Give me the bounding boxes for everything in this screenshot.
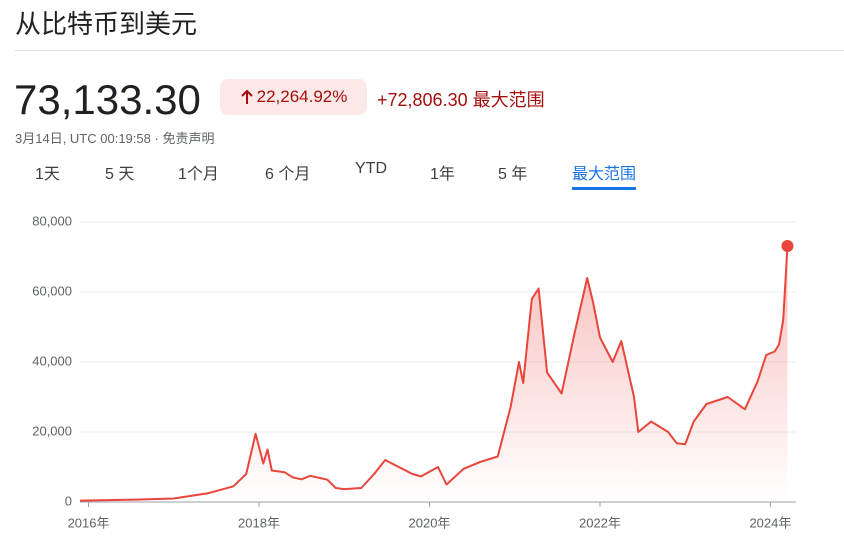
tab[interactable]: 5 年 xyxy=(498,166,528,183)
tab[interactable]: 1个月 xyxy=(178,166,219,183)
x-tick-label: 2020年 xyxy=(409,515,451,530)
tab[interactable]: YTD xyxy=(355,160,387,177)
area xyxy=(80,246,788,502)
line xyxy=(79,245,789,502)
x-tick-label: 2024年 xyxy=(749,515,791,530)
last-point xyxy=(781,240,794,253)
change-badge: 22,264.92% xyxy=(220,79,367,115)
y-tick-label: 40,000 xyxy=(32,353,72,368)
y-tick-label: 0 xyxy=(65,493,72,508)
tab[interactable]: 5 天 xyxy=(105,166,135,183)
tab[interactable]: 6 个月 xyxy=(265,166,311,183)
timestamp: 3月14日, UTC 00:19:58 xyxy=(15,131,151,146)
x-tick-label: 2022年 xyxy=(579,515,621,530)
x-tick-label: 2018年 xyxy=(238,515,280,530)
tab[interactable]: 1天 xyxy=(35,166,60,183)
period: 最大范围 xyxy=(472,90,545,110)
tab[interactable]: 最大范围 xyxy=(572,160,637,190)
x-tick-label: 2016年 xyxy=(68,515,110,530)
change-value: +72,806.30 xyxy=(377,90,468,110)
chart: 0 20,000 40,000 60,000 80,000 2016年 2018年 2020年… xyxy=(32,213,796,530)
change: +72,806.30 最大范围 xyxy=(377,86,545,112)
y-tick-label: 60,000 xyxy=(32,283,72,298)
divider xyxy=(15,50,844,51)
timestamp-row: 3月14日, UTC 00:19:58 · 免责声明 xyxy=(15,128,214,147)
price: 73,133.30 xyxy=(14,76,201,123)
separator: · xyxy=(154,131,159,146)
y-tick-label: 20,000 xyxy=(32,423,72,438)
up-arrow xyxy=(240,89,253,104)
tab[interactable]: 1年 xyxy=(430,166,455,183)
title: 从比特币到美元 xyxy=(15,9,198,39)
y-tick-label: 80,000 xyxy=(32,213,72,228)
disclaimer[interactable]: 免责声明 xyxy=(162,131,215,146)
change-percent: 22,264.92% xyxy=(256,87,348,106)
